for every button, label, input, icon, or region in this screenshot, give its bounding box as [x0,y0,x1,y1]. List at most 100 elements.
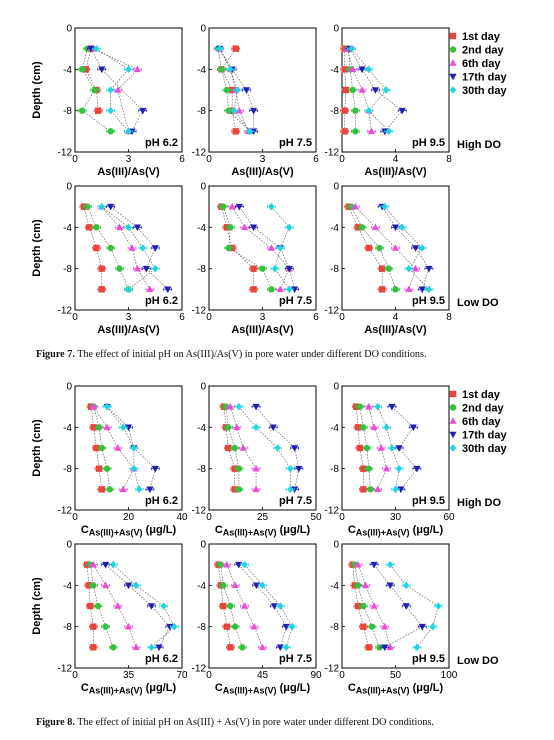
data-point [282,623,290,631]
data-point [241,560,248,569]
data-point [413,465,421,473]
y-tick-label: -4 [330,423,339,434]
data-point [287,464,294,473]
data-point [391,224,400,232]
data-point [360,424,367,431]
figure-8-caption-text: The effect of initial pH on As(III) + As… [74,717,434,728]
data-point [370,561,378,569]
y-tick-label: 0 [66,382,72,393]
data-point [378,265,386,272]
data-point [435,602,442,610]
x-tick-label: 0 [72,512,78,523]
data-point [403,581,410,590]
data-point [392,286,399,293]
data-point [405,264,413,273]
data-point [133,224,142,232]
legend-marker [449,390,457,398]
data-point [358,224,366,231]
figure-7-caption-label: Figure 7. [36,349,75,360]
data-point [269,424,277,432]
data-point [409,424,417,432]
data-point [370,423,378,431]
data-point [93,44,100,53]
data-point [124,582,133,590]
data-point [102,623,109,630]
data-point [371,87,380,94]
data-point [259,581,266,590]
data-point [270,603,278,610]
x-axis-label: CAs(III)+As(V) (μg/L) [81,682,177,696]
data-point [268,202,275,211]
data-point [125,223,132,232]
data-point [274,444,281,452]
data-point [114,444,122,451]
y-tick-label: 0 [66,24,72,35]
data-point [354,560,362,568]
data-point [388,444,396,452]
data-point [242,87,251,94]
data-point [225,424,232,431]
data-point [151,245,159,252]
y-axis-label: Depth (cm) [31,219,43,277]
data-point [391,244,400,251]
x-tick-label: 6 [179,312,185,323]
y-tick-label: -8 [63,264,72,275]
data-point [116,265,123,272]
x-axis-label: As(III)/As(V) [364,166,427,178]
data-point [232,128,239,135]
data-point [160,602,167,610]
x-axis-label: As(III)/As(V) [97,166,160,178]
data-point [107,86,114,94]
do-condition-label: High DO [457,139,501,151]
data-point [98,66,106,74]
data-point [225,107,232,114]
x-tick-label: 3 [260,312,266,323]
data-point [397,486,405,494]
data-point [136,485,143,494]
panel-ph-label: pH 6.2 [145,653,178,665]
y-tick-label: -8 [197,264,206,275]
y-tick-label: 0 [200,540,206,551]
data-point [95,465,103,472]
data-point [110,560,117,569]
data-point [249,107,258,115]
legend-label: 17th day [462,72,508,84]
y-tick-label: -12 [192,148,207,159]
series-line [86,564,94,648]
data-point [114,602,122,609]
figure-7-caption-text: The effect of initial pH on As(III)/As(V… [74,349,427,360]
data-point [367,127,376,135]
data-point [252,423,260,432]
figure-8-caption-label: Figure 8. [36,717,75,728]
y-tick-label: -8 [197,464,206,475]
series-line [255,406,300,490]
data-point [377,444,385,451]
x-tick-label: 3 [260,154,266,165]
x-tick-label: 0 [206,512,212,523]
data-point [130,444,138,452]
y-axis-label: Depth (cm) [31,61,43,119]
y-tick-label: -4 [197,65,206,76]
data-point [425,285,433,294]
data-point [124,622,133,630]
y-tick-label: -12 [58,506,73,517]
x-tick-label: 30 [390,512,402,523]
series-line [244,564,293,648]
data-point [365,644,372,651]
data-point [382,464,391,472]
series-line [90,406,103,490]
data-point [217,561,225,568]
data-point [171,622,178,631]
data-point [342,86,350,94]
series-line [239,206,295,290]
legend-marker [449,32,457,40]
data-point [365,402,373,410]
x-tick-label: 40 [176,512,188,523]
data-point [95,424,103,431]
data-point [354,602,362,610]
legend-marker [449,404,457,411]
data-point [285,265,293,273]
